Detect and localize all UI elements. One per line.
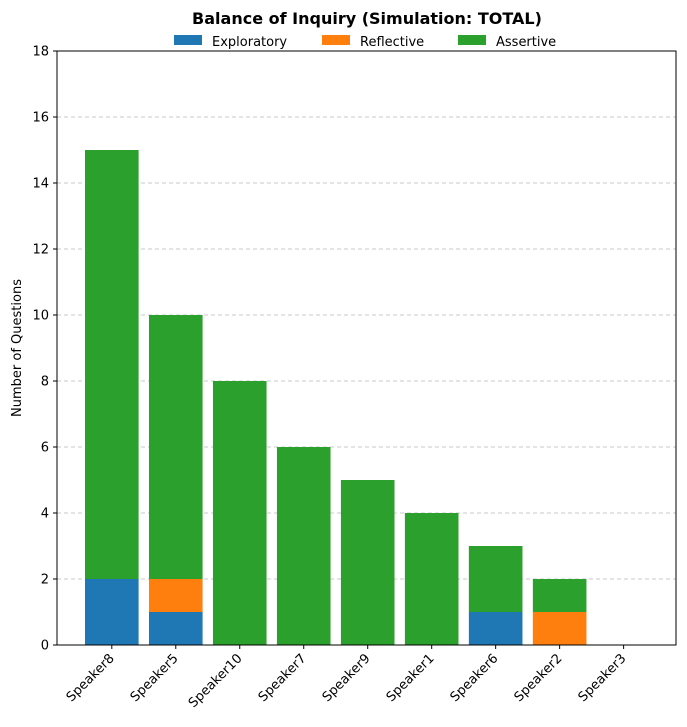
x-tick-label: Speaker1: [384, 651, 438, 705]
x-tick-label: Speaker6: [448, 651, 502, 705]
legend-label-assertive: Assertive: [496, 35, 556, 50]
x-tick-label: Speaker2: [512, 651, 566, 705]
x-tick-label: Speaker5: [128, 651, 182, 705]
bar-assertive-speaker8: [85, 150, 139, 579]
bar-exploratory-speaker8: [85, 579, 139, 645]
bar-assertive-speaker9: [340, 480, 395, 645]
x-tick-label: Speaker9: [320, 651, 374, 705]
y-tick-label: 6: [41, 441, 49, 456]
legend-swatch-assertive: [458, 35, 486, 45]
y-tick-label: 14: [32, 177, 49, 192]
bar-reflective-speaker2: [532, 612, 587, 645]
bar-assertive-speaker5: [148, 315, 203, 579]
legend-swatch-exploratory: [174, 35, 202, 45]
chart-title: Balance of Inquiry (Simulation: TOTAL): [192, 9, 542, 28]
x-tick-label: Speaker10: [186, 651, 246, 711]
y-tick-label: 0: [41, 639, 49, 654]
legend-label-exploratory: Exploratory: [212, 35, 287, 50]
bar-assertive-speaker6: [468, 546, 523, 612]
x-tick-label: Speaker8: [64, 651, 118, 705]
plot-frame: [56, 50, 677, 646]
bars-layer: [85, 150, 587, 645]
bar-assertive-speaker10: [212, 381, 267, 645]
legend-swatch-reflective: [322, 35, 350, 45]
y-tick-label: 8: [41, 375, 49, 390]
x-tick-label: Speaker3: [576, 651, 630, 705]
x-tick-label: Speaker7: [256, 651, 310, 705]
y-tick-label: 12: [32, 243, 49, 258]
y-tick-label: 18: [32, 45, 49, 60]
bar-assertive-speaker7: [276, 447, 331, 645]
legend-label-reflective: Reflective: [360, 35, 424, 50]
bar-assertive-speaker2: [532, 579, 587, 612]
y-axis-label: Number of Questions: [10, 279, 25, 417]
bar-exploratory-speaker6: [468, 612, 523, 645]
y-tick-label: 4: [41, 507, 49, 522]
bar-assertive-speaker1: [404, 513, 459, 645]
y-tick-label: 16: [32, 111, 49, 126]
bar-exploratory-speaker5: [148, 612, 203, 645]
y-tick-label: 10: [32, 309, 49, 324]
y-tick-label: 2: [41, 573, 49, 588]
bar-reflective-speaker5: [148, 579, 203, 612]
legend: Exploratory Reflective Assertive: [174, 35, 556, 50]
